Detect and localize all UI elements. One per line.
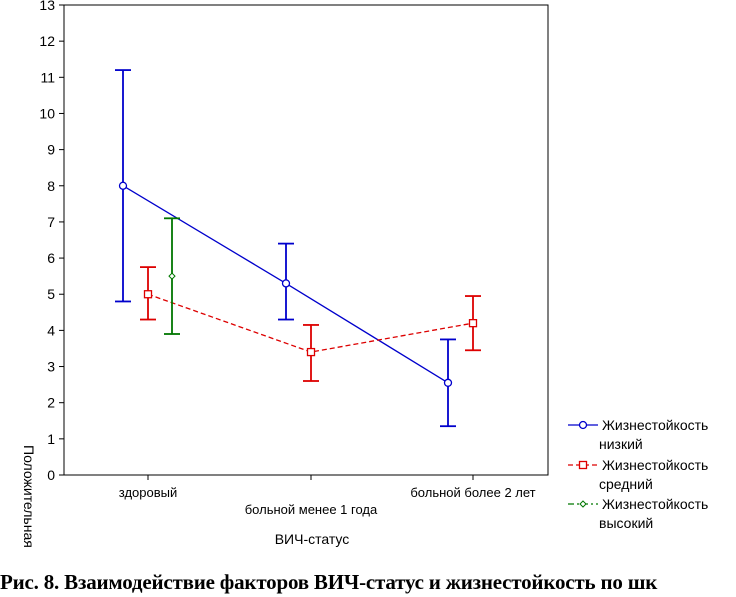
x-tick-label: больной менее 1 года — [245, 502, 378, 517]
y-tick-label: 8 — [47, 178, 55, 194]
x-tick-label: больной более 2 лет — [410, 485, 535, 500]
y-tick-label: 2 — [47, 395, 55, 411]
plot-area — [63, 4, 549, 476]
series-1 — [115, 69, 456, 428]
data-point — [468, 319, 478, 328]
series-3 — [164, 217, 180, 335]
legend-marker — [578, 420, 588, 430]
figure-caption: Рис. 8. Взаимодействие факторов ВИЧ-стат… — [0, 570, 658, 594]
data-point — [118, 181, 128, 190]
x-tick-label: здоровый — [119, 485, 177, 500]
data-point — [443, 378, 453, 387]
legend-label-line1: Жизнестойкость — [602, 417, 708, 433]
y-tick-label: 13 — [39, 0, 55, 13]
legend-label-line1: Жизнестойкость — [602, 457, 708, 473]
data-point — [143, 290, 153, 299]
y-tick-label: 11 — [40, 69, 55, 85]
y-tick-label: 9 — [47, 142, 55, 158]
series-2 — [140, 266, 481, 382]
x-axis-label: ВИЧ-статус — [275, 531, 350, 547]
data-point — [281, 279, 291, 288]
data-point — [306, 347, 316, 357]
legend-label-line2: высокий — [599, 515, 653, 531]
y-tick-label: 4 — [47, 322, 55, 338]
legend: Жизнестойкость низкий Жизнестойкость средни… — [568, 417, 708, 531]
y-tick-label: 10 — [39, 105, 55, 121]
y-tick-label: 12 — [39, 33, 55, 49]
y-axis-label: Положительная — [21, 445, 37, 548]
legend-marker — [579, 500, 587, 508]
x-axis: здоровый больной менее 1 года больной боле… — [119, 475, 536, 517]
y-tick-label: 5 — [47, 286, 55, 302]
legend-marker — [578, 460, 588, 470]
y-tick-label: 6 — [47, 250, 55, 266]
y-tick-label: 7 — [47, 214, 55, 230]
legend-label-line2: низкий — [599, 436, 643, 452]
legend-entry-2: Жизнестойкость средний — [568, 457, 708, 492]
legend-label-line2: средний — [599, 476, 653, 492]
legend-entry-3: Жизнестойкость высокий — [568, 496, 708, 531]
y-tick-label: 3 — [47, 359, 55, 375]
legend-label-line1: Жизнестойкость — [602, 496, 708, 512]
y-tick-label: 0 — [47, 467, 55, 483]
data-point — [168, 272, 176, 280]
y-tick-label: 1 — [47, 431, 55, 447]
legend-entry-1: Жизнестойкость низкий — [568, 417, 708, 452]
series-layer — [115, 69, 481, 428]
